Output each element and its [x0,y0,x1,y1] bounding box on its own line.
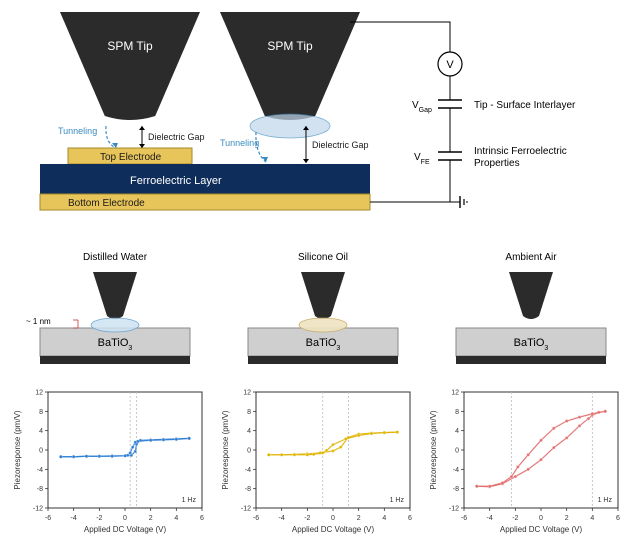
ylabel-1: Piezoresponse (pm/V) [221,410,230,489]
chart-1: -6 -4 -2 0 2 4 6 -12 -8 -4 0 4 8 12 Applied DC Voltage… [221,390,412,535]
ylabel-0: Piezoresponse (pm/V) [13,410,22,489]
label-intrinsic-2: Properties [474,158,520,169]
mid-tip-2 [509,272,553,319]
note-0: 1 Hz [182,497,197,504]
svg-text:0: 0 [247,448,251,455]
svg-text:-2: -2 [96,515,102,522]
svg-text:0: 0 [331,515,335,522]
note-2: 1 Hz [598,497,613,504]
chart-0: -6 -4 -2 0 2 4 6 -12 -8 -4 0 4 8 12 Applied DC Voltage… [13,390,204,535]
chart-row: -6 -4 -2 0 2 4 6 -12 -8 -4 0 4 8 12 Applied DC Voltage… [10,386,633,546]
label-tunneling-2: Tunneling [220,138,259,148]
label-vgap: VGap [412,100,432,114]
svg-text:-4: -4 [453,467,459,474]
svg-text:12: 12 [243,390,251,397]
svg-text:4: 4 [455,428,459,435]
svg-text:-12: -12 [449,506,459,513]
label-dielectric-gap-2: Dielectric Gap [312,140,369,150]
label-vfe: VFE [414,152,430,166]
svg-text:-2: -2 [512,515,518,522]
svg-text:8: 8 [39,409,43,416]
svg-text:-8: -8 [245,486,251,493]
label-top-electrode: Top Electrode [100,152,162,163]
mid-title-2: Ambient Air [505,252,557,263]
svg-text:-2: -2 [304,515,310,522]
svg-text:6: 6 [408,515,412,522]
middle-row: Distilled WaterBaTiO3Silicone OilBaTiO3A… [10,248,633,370]
meniscus-water [91,318,139,332]
mid-title-0: Distilled Water [83,252,148,263]
svg-text:-12: -12 [33,506,43,513]
label-spm-tip-2: SPM Tip [267,39,313,53]
label-intrinsic-1: Intrinsic Ferroelectric [474,146,567,157]
label-mid-gap-size: ~ 1 nm [26,317,51,326]
svg-text:4: 4 [247,428,251,435]
svg-text:2: 2 [357,515,361,522]
svg-text:-4: -4 [279,515,285,522]
svg-text:-8: -8 [37,486,43,493]
svg-text:8: 8 [247,409,251,416]
svg-text:6: 6 [200,515,204,522]
ylabel-2: Piezoresponse (pm/V) [429,410,438,489]
svg-text:0: 0 [39,448,43,455]
chart-2: -6 -4 -2 0 2 4 6 -12 -8 -4 0 4 8 12 Applied DC Voltage… [429,390,620,535]
svg-text:2: 2 [565,515,569,522]
mid-tip-1 [301,272,345,319]
mid-tip-0 [93,272,137,319]
meniscus-oil [299,318,347,332]
svg-text:6: 6 [616,515,620,522]
svg-text:-6: -6 [461,515,467,522]
svg-text:4: 4 [174,515,178,522]
label-dielectric-gap-1: Dielectric Gap [148,132,205,142]
top-diagram-svg: Top Electrode Ferroelectric Layer Bottom E… [10,0,633,232]
svg-text:12: 12 [35,390,43,397]
svg-text:2: 2 [149,515,153,522]
label-ferroelectric-layer: Ferroelectric Layer [130,175,222,187]
svg-text:8: 8 [455,409,459,416]
svg-text:4: 4 [382,515,386,522]
svg-text:-4: -4 [37,467,43,474]
svg-text:0: 0 [539,515,543,522]
svg-text:-4: -4 [71,515,77,522]
xlabel-1: Applied DC Voltage (V) [292,525,375,534]
mid-title-1: Silicone Oil [298,252,348,263]
xlabel-2: Applied DC Voltage (V) [500,525,583,534]
label-spm-tip-1: SPM Tip [107,39,153,53]
xlabel-0: Applied DC Voltage (V) [84,525,167,534]
svg-text:4: 4 [39,428,43,435]
svg-text:4: 4 [590,515,594,522]
label-bottom-electrode: Bottom Electrode [68,198,145,209]
label-tunneling-1: Tunneling [58,126,97,136]
top-diagram: Top Electrode Ferroelectric Layer Bottom E… [10,0,633,232]
svg-text:0: 0 [123,515,127,522]
middle-row-svg: Distilled WaterBaTiO3Silicone OilBaTiO3A… [10,248,633,370]
svg-text:-4: -4 [245,467,251,474]
svg-text:-12: -12 [241,506,251,513]
svg-text:-4: -4 [487,515,493,522]
label-interlayer: Tip - Surface Interlayer [474,100,576,111]
note-1: 1 Hz [390,497,405,504]
svg-text:0: 0 [455,448,459,455]
svg-text:-8: -8 [453,486,459,493]
chart-row-svg: -6 -4 -2 0 2 4 6 -12 -8 -4 0 4 8 12 Applied DC Voltage… [10,386,633,546]
svg-text:-6: -6 [253,515,259,522]
label-v: V [446,59,454,71]
svg-text:12: 12 [451,390,459,397]
svg-text:-6: -6 [45,515,51,522]
